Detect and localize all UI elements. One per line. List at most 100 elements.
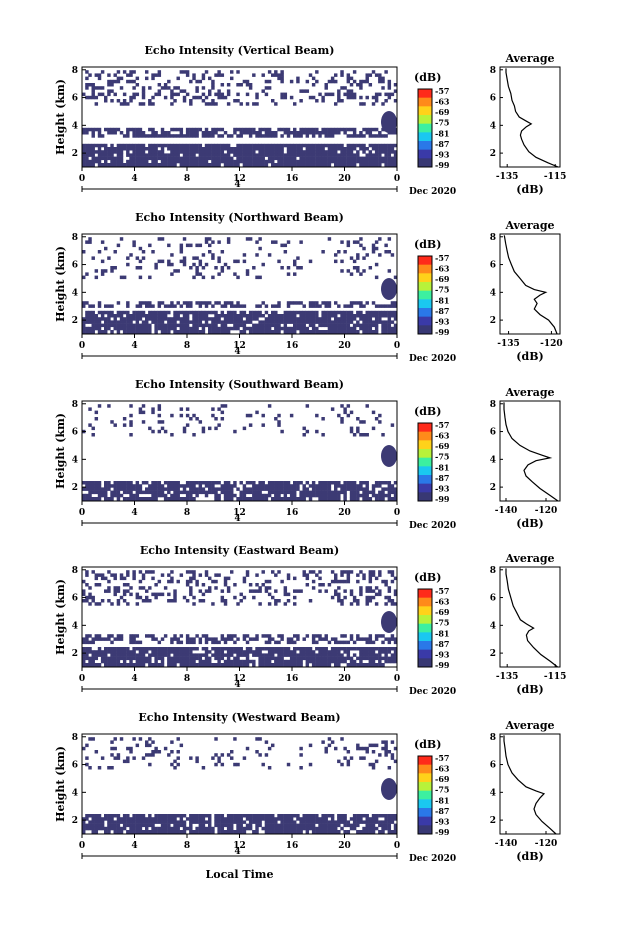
date-marker: 4 [234, 514, 240, 524]
echo-cell [192, 663, 196, 667]
echo-cell [242, 595, 247, 600]
echo-cell [126, 746, 130, 751]
echo-cell [390, 314, 395, 318]
echo-cell [157, 73, 162, 77]
echo-cell [311, 570, 316, 574]
echo-cell [384, 304, 388, 308]
echo-cell [220, 330, 225, 334]
echo-cell [277, 159, 281, 164]
echo-cell [274, 156, 278, 161]
echo-cell [245, 413, 250, 418]
echo-cell [334, 640, 338, 645]
echo-cell [280, 147, 284, 151]
echo-cell [258, 147, 262, 151]
echo-cell [160, 573, 165, 577]
echo-cell [289, 659, 294, 664]
echo-cell [119, 493, 124, 498]
echo-cell [315, 634, 319, 638]
echo-cell [337, 592, 341, 597]
echo-cell [393, 310, 398, 315]
echo-cell [223, 576, 228, 581]
echo-cell [198, 814, 203, 818]
echo-cell [381, 150, 385, 154]
echo-cell [321, 317, 325, 321]
echo-cell [94, 127, 99, 132]
echo-cell [163, 330, 168, 334]
echo-cell [204, 323, 209, 328]
echo-cell [189, 826, 193, 831]
echo-cell [179, 647, 184, 651]
colorbar-frame [417, 422, 433, 502]
echo-cell [334, 823, 338, 828]
echo-cell [113, 266, 117, 270]
echo-cell [296, 323, 300, 328]
echo-cell [88, 127, 92, 132]
echo-cell [85, 159, 89, 164]
echo-cell [359, 653, 363, 657]
echo-cell [122, 320, 127, 324]
echo-cell [384, 814, 388, 818]
echo-cell [289, 823, 294, 828]
echo-cell [289, 326, 294, 331]
echo-cell [223, 663, 228, 667]
echo-cell [324, 490, 328, 495]
echo-cell [179, 131, 184, 135]
echo-cell [189, 79, 193, 84]
echo-cell [387, 659, 392, 664]
echo-cell [170, 323, 174, 328]
echo-cell [119, 820, 124, 824]
echo-cell [113, 484, 117, 488]
echo-cell [176, 86, 180, 90]
echo-cell [223, 484, 228, 488]
echo-cell [217, 326, 221, 331]
echo-cell [267, 320, 272, 324]
echo-cell [132, 323, 136, 328]
echo-cell [82, 147, 86, 151]
echo-cell [378, 823, 382, 828]
echo-cell [167, 490, 171, 495]
echo-cell [82, 92, 86, 97]
echo-cell [214, 762, 218, 767]
echo-cell [330, 147, 335, 151]
echo-cell [217, 150, 221, 154]
echo-cell [343, 153, 347, 157]
echo-cell [223, 95, 228, 100]
echo-cell [299, 330, 303, 334]
colorbar-swatch [418, 475, 432, 485]
echo-cell [374, 330, 379, 334]
echo-cell [135, 147, 140, 151]
echo-cell [138, 259, 143, 264]
echo-cell [204, 95, 209, 100]
echo-cell [252, 637, 256, 641]
echo-cell [387, 237, 392, 241]
echo-cell [374, 759, 379, 764]
echo-cell [185, 320, 190, 324]
echo-cell [176, 493, 180, 498]
echo-cell [192, 310, 196, 315]
echo-cell [160, 823, 165, 828]
echo-cell [198, 573, 203, 577]
echo-cell [349, 429, 354, 434]
echo-cell [226, 159, 231, 164]
echo-cell [100, 310, 105, 315]
echo-cell [365, 490, 369, 495]
echo-cell [337, 484, 341, 488]
echo-cell [85, 150, 89, 154]
echo-cell [381, 826, 385, 831]
x-tick-label: 0 [79, 841, 85, 851]
echo-cell [299, 99, 303, 103]
echo-cell [252, 330, 256, 334]
echo-cell [245, 131, 250, 135]
echo-cell [154, 143, 158, 148]
echo-cell [208, 484, 212, 488]
echo-cell [252, 326, 256, 331]
echo-cell [261, 423, 265, 427]
echo-cell [208, 153, 212, 157]
echo-cell [226, 92, 231, 97]
echo-cell [226, 163, 231, 167]
echo-cell [346, 156, 351, 161]
echo-cell [157, 404, 162, 408]
echo-cell [296, 653, 300, 657]
echo-cell [343, 830, 347, 834]
echo-cell [356, 301, 360, 305]
